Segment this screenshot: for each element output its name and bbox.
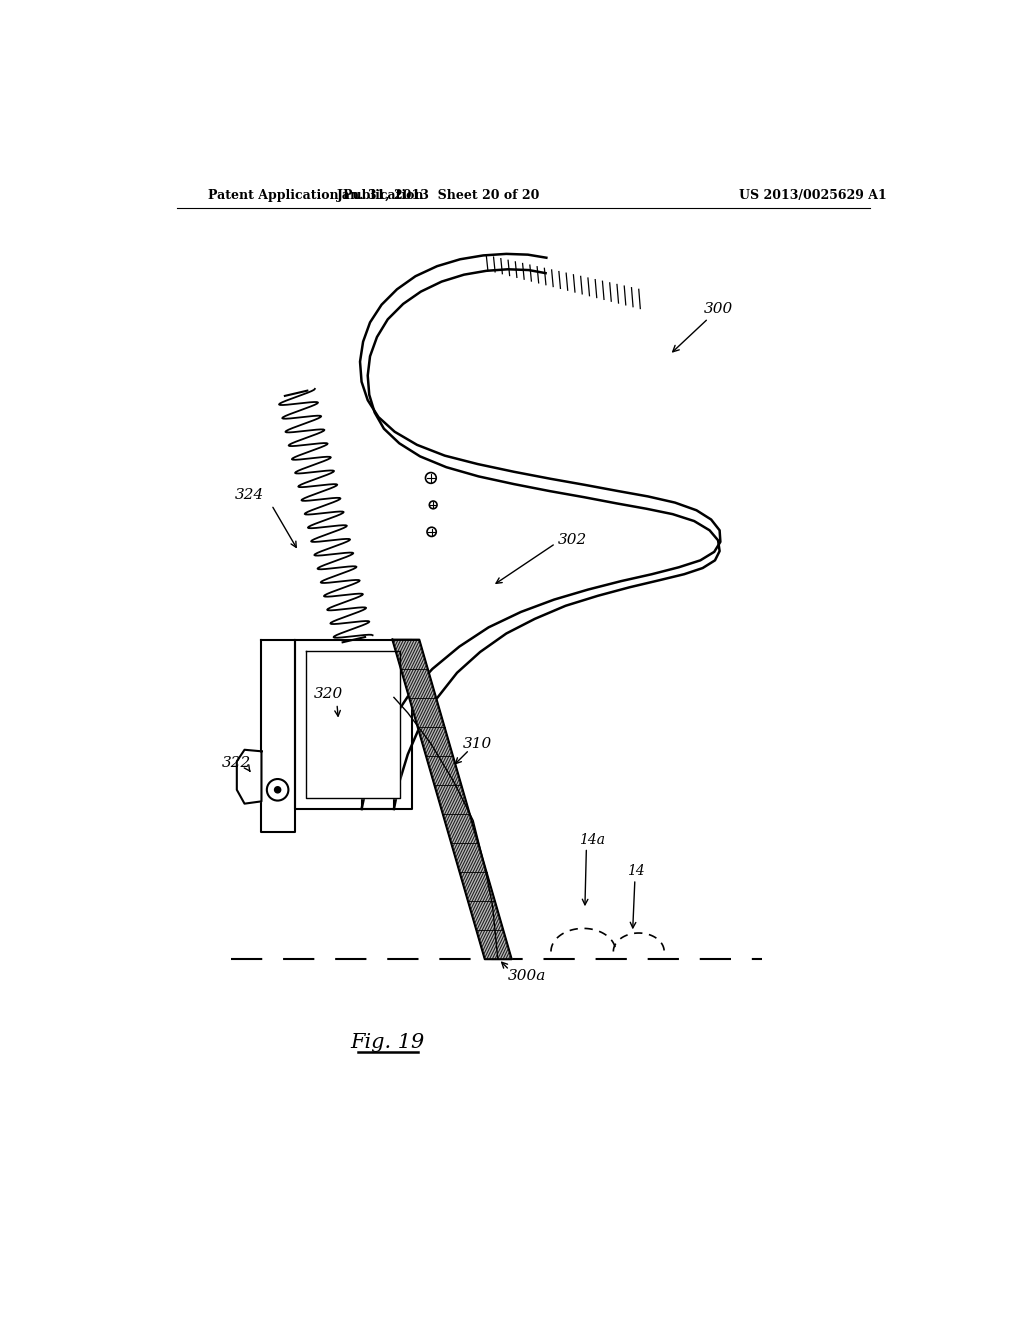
Text: 300a: 300a (508, 969, 546, 983)
Text: 322: 322 (222, 756, 252, 770)
Text: Patent Application Publication: Patent Application Publication (208, 189, 423, 202)
Polygon shape (306, 651, 400, 797)
Polygon shape (361, 721, 394, 809)
Text: 14a: 14a (579, 833, 605, 847)
Text: 320: 320 (313, 686, 343, 701)
Text: 324: 324 (236, 488, 264, 502)
Polygon shape (261, 640, 295, 832)
Text: 302: 302 (558, 532, 587, 546)
Text: Jan. 31, 2013  Sheet 20 of 20: Jan. 31, 2013 Sheet 20 of 20 (337, 189, 541, 202)
Text: 14: 14 (628, 863, 645, 878)
Text: US 2013/0025629 A1: US 2013/0025629 A1 (739, 189, 887, 202)
Circle shape (427, 527, 436, 536)
Circle shape (429, 502, 437, 508)
Text: 300: 300 (673, 301, 733, 352)
Polygon shape (392, 640, 512, 960)
Circle shape (267, 779, 289, 800)
Circle shape (425, 473, 436, 483)
Polygon shape (237, 750, 261, 804)
Text: 310: 310 (463, 737, 493, 751)
Text: Fig. 19: Fig. 19 (350, 1032, 424, 1052)
Polygon shape (295, 640, 412, 809)
Circle shape (274, 787, 281, 793)
